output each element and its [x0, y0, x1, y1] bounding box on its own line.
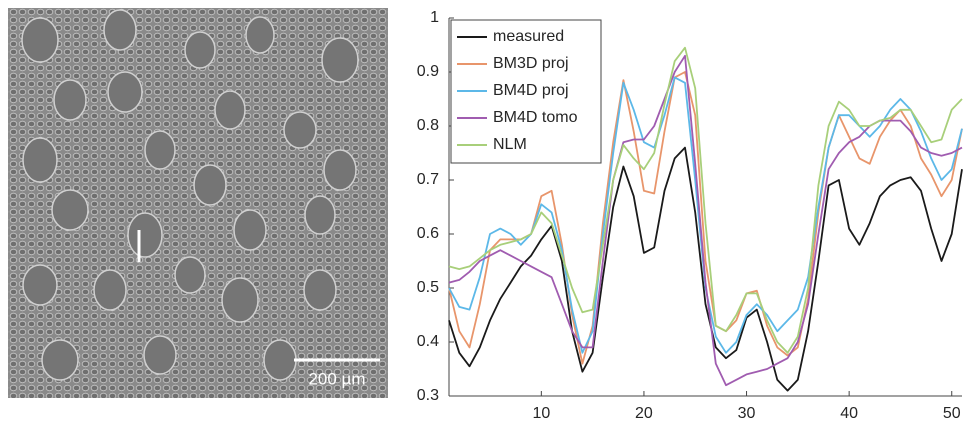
x-tick-label: 10: [532, 405, 550, 422]
x-tick-label: 40: [840, 405, 858, 422]
x-tick-label: 50: [943, 405, 961, 422]
micrograph: 200 µm: [8, 8, 388, 398]
series-line: [448, 46, 963, 354]
y-tick-label: 0.8: [417, 117, 439, 134]
legend-label: BM4D proj: [493, 82, 569, 99]
legend-label: BM4D tomo: [493, 109, 578, 126]
y-tick-label: 1: [430, 9, 439, 26]
legend-label: measured: [493, 28, 564, 45]
series-line: [448, 146, 963, 392]
chart: 0.3 0.4 0.5 0.6 0.7 0.8 0.9 1 10 20 30 40 50 measured…: [417, 9, 963, 422]
x-tick-label: 30: [738, 405, 756, 422]
y-tick-label: 0.5: [417, 279, 439, 296]
y-tick-label: 0.9: [417, 63, 439, 80]
legend-label: NLM: [493, 136, 527, 153]
x-tick-label: 20: [635, 405, 653, 422]
y-tick-label: 0.7: [417, 171, 439, 188]
y-tick-label: 0.3: [417, 387, 439, 404]
legend-label: BM3D proj: [493, 55, 569, 72]
y-tick-label: 0.6: [417, 225, 439, 242]
y-tick-label: 0.4: [417, 333, 439, 350]
scale-bar-label: 200 µm: [308, 369, 365, 388]
